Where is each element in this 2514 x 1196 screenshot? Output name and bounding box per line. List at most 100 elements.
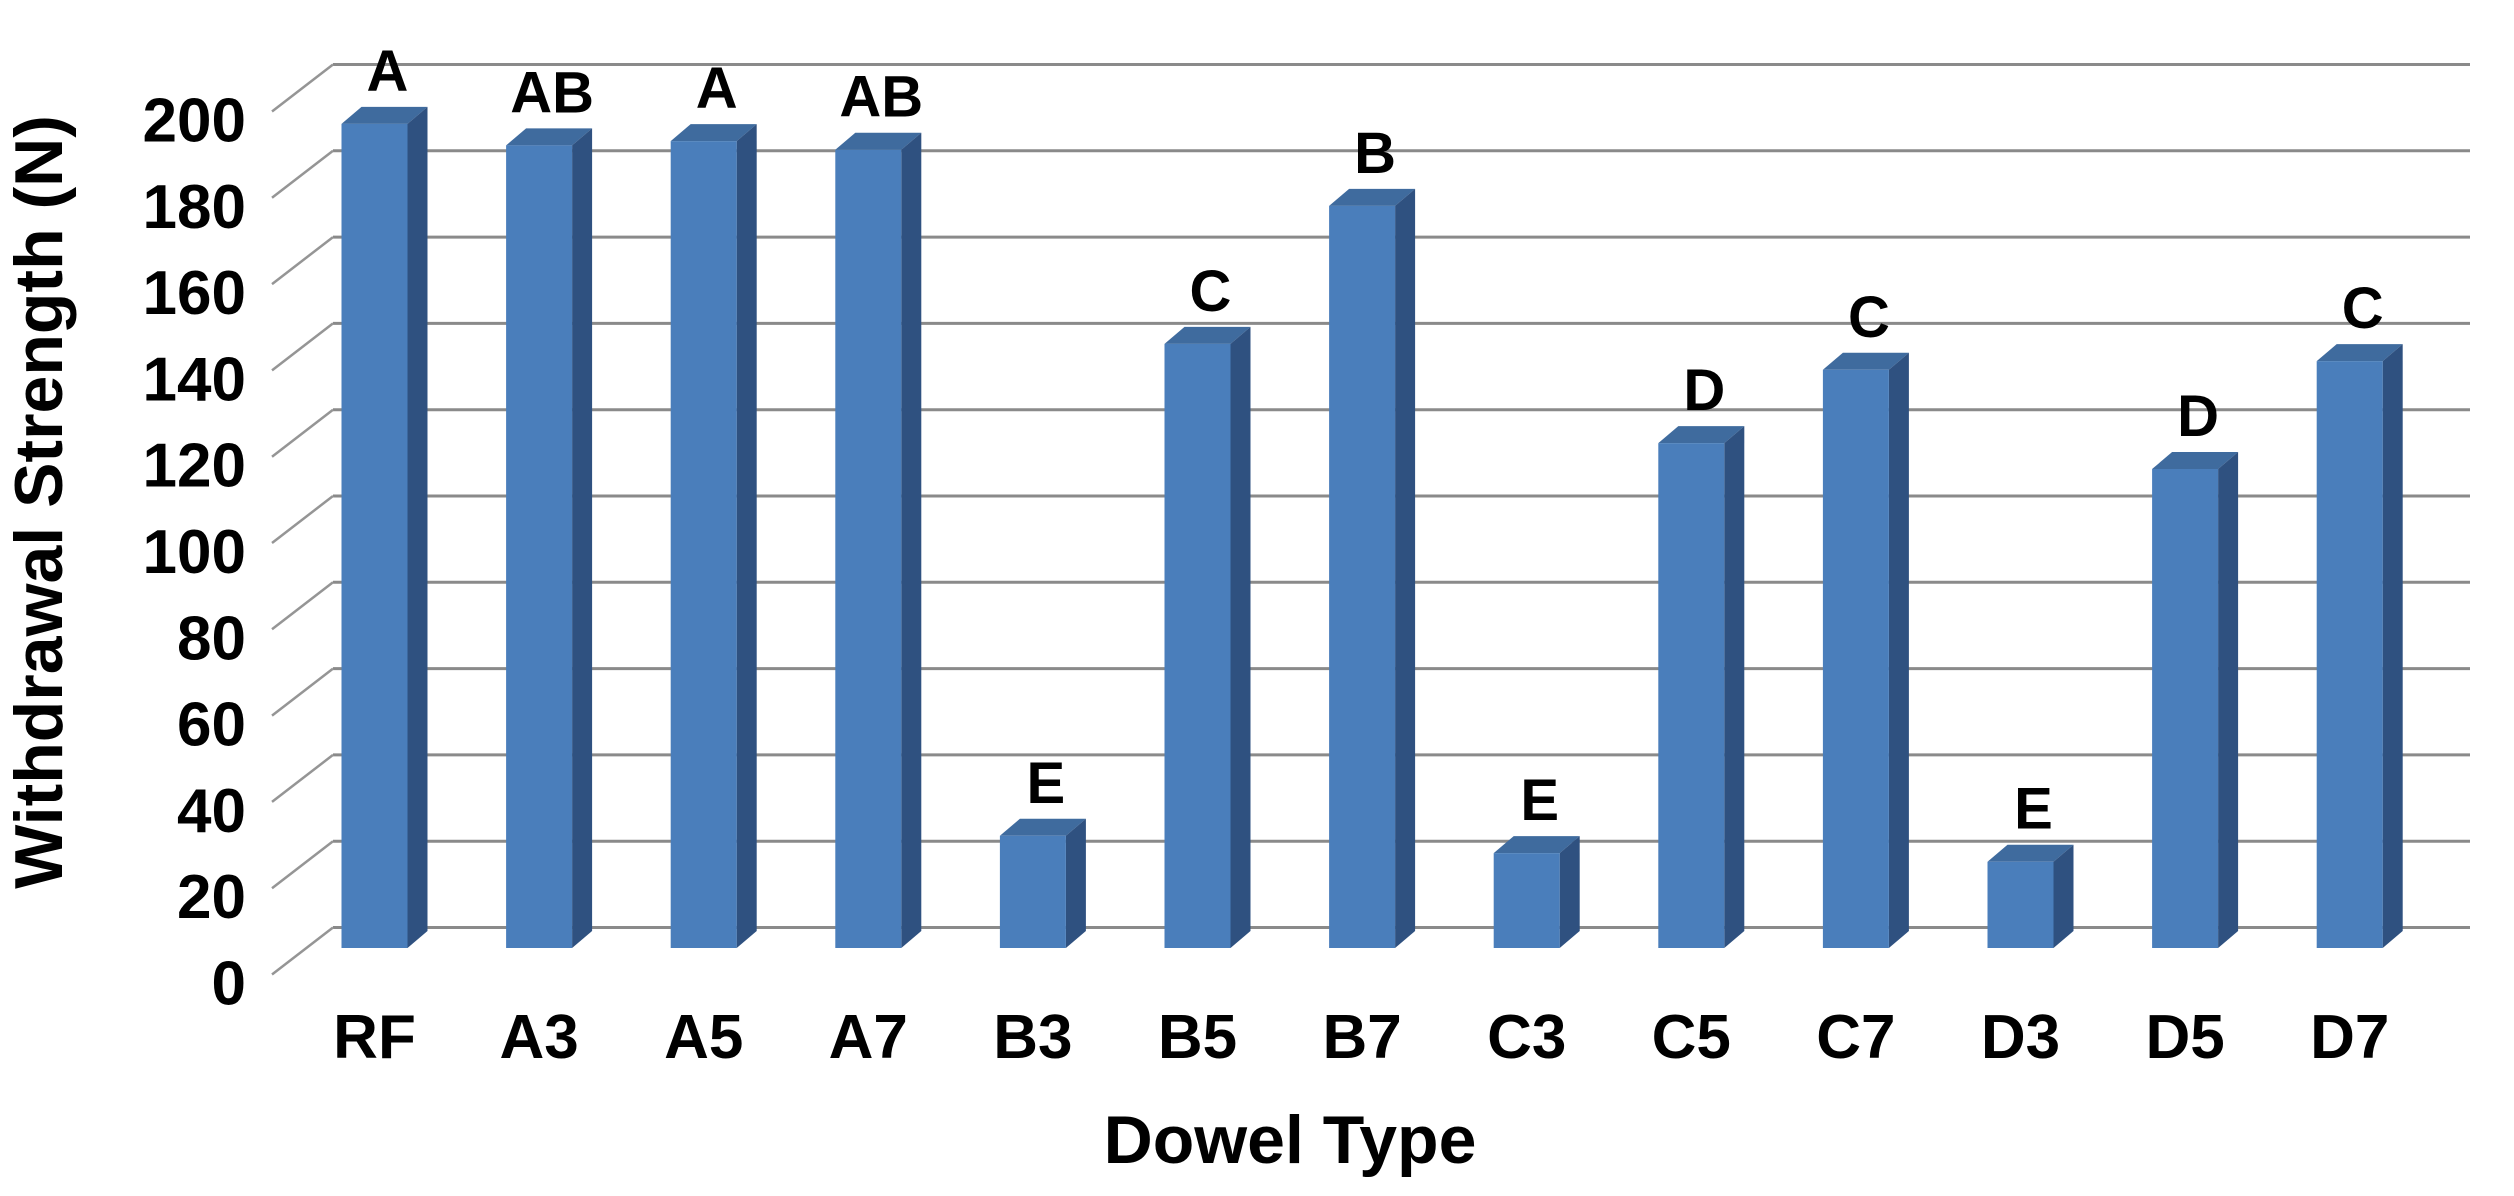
bar-front-face: [506, 145, 573, 948]
x-category-label-D7: D7: [2310, 1003, 2389, 1072]
bar-letter-C3: E: [1520, 768, 1559, 833]
bar-letter-D7: C: [2342, 276, 2384, 341]
y-tick-labels-layer: 0 20 40 60 80 100 120 140 160 180 200: [143, 87, 246, 1019]
bar-letter-C5: D: [1683, 358, 1725, 423]
bar-letter-RF: A: [367, 39, 409, 104]
bar-letter-A3: AB: [510, 60, 594, 125]
y-tick-label-80: 80: [177, 604, 246, 673]
y-tick-100: [271, 495, 334, 544]
x-category-label-B3: B3: [993, 1003, 1072, 1072]
y-tick-200: [271, 63, 334, 113]
x-category-label-D3: D3: [1981, 1003, 2060, 1072]
y-tick-40: [271, 753, 334, 803]
bar-top-face: [2316, 344, 2403, 362]
x-category-label-A7: A7: [829, 1003, 908, 1072]
bar-side-face: [1395, 188, 1416, 948]
bar-letter-A5: A: [696, 56, 738, 121]
bar-front-face: [1822, 369, 1889, 948]
x-category-labels-layer: RF A3 A5 A7 B3 B5 B7 C3 C5 C7 D3 D5 D7: [333, 1003, 2389, 1072]
y-tick-label-20: 20: [177, 863, 246, 932]
bar-top-face: [506, 128, 593, 146]
bar-side-face: [736, 124, 757, 949]
y-tick-label-40: 40: [177, 777, 246, 846]
bar-top-face: [2152, 452, 2239, 470]
bar-top-face: [341, 106, 428, 124]
bar-side-face: [1888, 352, 1909, 948]
x-category-label-C5: C5: [1652, 1003, 1731, 1072]
bar-front-face: [1164, 343, 1231, 948]
bar-letter-B5: C: [1190, 259, 1232, 324]
bar-front-face: [341, 123, 408, 948]
bar-front-face: [835, 149, 902, 949]
bar-D7: [2316, 344, 2403, 948]
y-tick-20: [271, 840, 334, 890]
bar-side-face: [1559, 836, 1580, 948]
significance-letters-layer: A AB A AB E C B E D C E D C: [367, 39, 2384, 842]
bar-top-face: [1164, 326, 1251, 344]
bar-RF: [341, 106, 428, 948]
bar-letter-B3: E: [1027, 751, 1066, 816]
y-tick-label-120: 120: [143, 432, 246, 501]
bar-B5: [1164, 326, 1251, 948]
x-category-label-RF: RF: [333, 1003, 416, 1072]
bar-side-face: [2382, 344, 2403, 948]
y-tick-140: [271, 322, 334, 372]
y-tick-label-160: 160: [143, 259, 246, 328]
bar-side-face: [2053, 844, 2074, 948]
y-tick-180: [271, 149, 334, 199]
bar-front-face: [670, 141, 737, 949]
y-tick-label-180: 180: [143, 173, 246, 242]
x-category-label-B7: B7: [1322, 1003, 1401, 1072]
bar-side-face: [2218, 452, 2239, 948]
bar-letter-D5: D: [2177, 384, 2219, 449]
x-category-label-A5: A5: [664, 1003, 743, 1072]
bar-top-face: [1822, 352, 1909, 370]
bar-top-face: [670, 124, 757, 142]
bar-B7: [1329, 188, 1416, 948]
bar-letter-B7: B: [1354, 121, 1396, 186]
bar-front-face: [2316, 361, 2383, 948]
bar-letter-C7: C: [1848, 285, 1890, 350]
y-tick-label-200: 200: [143, 87, 246, 156]
bar-side-face: [1230, 326, 1251, 948]
bar-top-face: [1658, 426, 1745, 444]
bar-letter-D3: E: [2014, 777, 2053, 842]
bar-top-face: [999, 818, 1086, 836]
bar-side-face: [1065, 818, 1086, 948]
y-tick-label-100: 100: [143, 518, 246, 587]
x-category-label-D5: D5: [2145, 1003, 2224, 1072]
y-tick-0: [271, 926, 334, 976]
bar-top-face: [1329, 188, 1416, 206]
x-axis-title: Dowel Type: [1104, 1102, 1477, 1178]
bar-D5: [2152, 452, 2239, 948]
x-category-label-C7: C7: [1816, 1003, 1895, 1072]
y-axis-title: Withdrawal Strength (N): [1, 115, 77, 889]
bars-layer: [341, 106, 2403, 949]
bar-D3: [1987, 844, 2074, 948]
bar-side-face: [1724, 426, 1745, 948]
y-tick-label-60: 60: [177, 691, 246, 760]
bar-side-face: [901, 132, 922, 949]
bar-top-face: [1987, 844, 2074, 862]
axis-ticks-layer: [271, 63, 334, 976]
bar-front-face: [2152, 469, 2219, 948]
x-category-label-C3: C3: [1487, 1003, 1566, 1072]
y-tick-label-0: 0: [212, 950, 246, 1019]
bar-C7: [1822, 352, 1909, 948]
bar-front-face: [1329, 205, 1396, 948]
x-category-label-A3: A3: [499, 1003, 578, 1072]
y-tick-160: [271, 236, 334, 286]
bar-A3: [506, 128, 593, 948]
bar-front-face: [1493, 853, 1560, 948]
bar-front-face: [999, 835, 1066, 948]
bar-C3: [1493, 836, 1580, 948]
bar-letter-A7: AB: [839, 65, 923, 130]
y-tick-label-140: 140: [143, 345, 246, 414]
bar-front-face: [1658, 443, 1725, 948]
bar-C5: [1658, 426, 1745, 948]
bar-side-face: [572, 128, 593, 948]
bar-side-face: [407, 106, 428, 948]
bar-B3: [999, 818, 1086, 948]
